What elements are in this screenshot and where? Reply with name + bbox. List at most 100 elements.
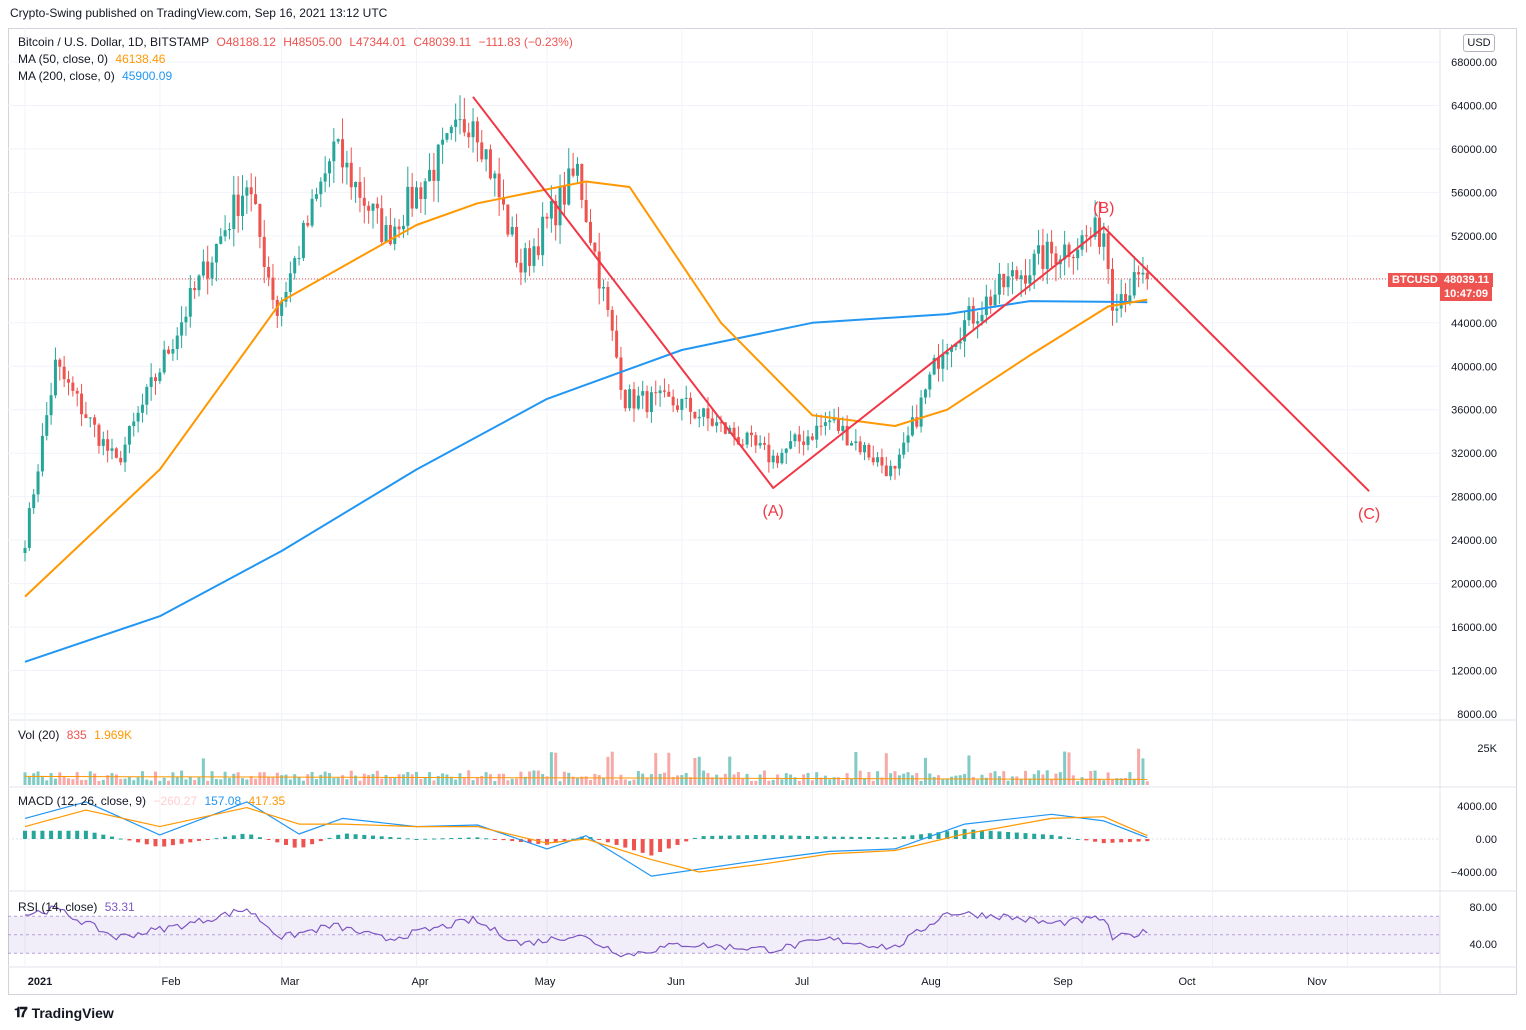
volume-bar bbox=[606, 756, 610, 785]
candle-body bbox=[836, 418, 840, 431]
price-tick-label: 32000.00 bbox=[1451, 448, 1497, 460]
candle-body bbox=[332, 141, 336, 162]
volume-legend[interactable]: Vol (20) 835 1.969K bbox=[18, 728, 136, 742]
candle-body bbox=[528, 248, 532, 266]
volume-bar bbox=[836, 777, 840, 785]
candle-body bbox=[258, 203, 262, 237]
macd-label: MACD (12, 26, close, 9) bbox=[18, 794, 147, 808]
macd-histogram-bar bbox=[301, 839, 306, 848]
candle-body bbox=[67, 379, 70, 383]
wave-label-c: (C) bbox=[1358, 506, 1380, 523]
candle-body bbox=[380, 208, 384, 242]
volume-bar bbox=[319, 774, 323, 785]
candle-body bbox=[341, 139, 345, 168]
volume-bar bbox=[850, 778, 853, 785]
macd-histogram-bar bbox=[1032, 833, 1037, 839]
candle-body bbox=[723, 422, 727, 434]
macd-histogram-bar bbox=[414, 839, 419, 840]
volume-bar bbox=[415, 771, 418, 785]
volume-bar bbox=[567, 772, 571, 785]
candle-body bbox=[241, 195, 244, 216]
candle-body bbox=[101, 439, 105, 446]
ma200-legend[interactable]: MA (200, close, 0) 45900.09 bbox=[18, 69, 176, 83]
candle-body bbox=[284, 292, 288, 302]
volume-bar bbox=[980, 774, 984, 785]
candle-body bbox=[745, 432, 749, 445]
candle-body bbox=[158, 372, 162, 382]
macd-histogram-bar bbox=[919, 834, 924, 839]
volume-bar bbox=[154, 771, 157, 785]
volume-bar bbox=[667, 752, 671, 785]
candle-body bbox=[106, 439, 110, 451]
ma50-line bbox=[24, 180, 1148, 598]
candle-body bbox=[1002, 273, 1006, 288]
volume-bar bbox=[871, 780, 875, 785]
volume-bar bbox=[267, 776, 271, 785]
candle-body bbox=[784, 448, 788, 453]
macd-histogram-bar bbox=[762, 834, 767, 839]
candle-body bbox=[227, 229, 231, 231]
macd-histogram-bar bbox=[719, 835, 723, 839]
macd-histogram-bar bbox=[257, 837, 262, 839]
candle-body bbox=[880, 457, 884, 466]
volume-bar bbox=[1119, 778, 1123, 785]
rsi-tick-label: 80.00 bbox=[1469, 902, 1497, 914]
footer-brand[interactable]: 𝟏𝟕 TradingView bbox=[14, 1004, 114, 1021]
volume-bar bbox=[123, 778, 127, 785]
price-tick-label: 40000.00 bbox=[1451, 361, 1497, 373]
macd-histogram-bar bbox=[797, 835, 802, 839]
volume-bar bbox=[80, 779, 84, 785]
candle-body bbox=[754, 435, 758, 446]
candle-body bbox=[989, 296, 993, 306]
candle-body bbox=[841, 425, 845, 431]
macd-histogram-bar bbox=[605, 839, 610, 843]
time-axis-label: Jul bbox=[795, 976, 809, 988]
candle-body bbox=[963, 320, 967, 342]
candle-body bbox=[636, 395, 640, 409]
macd-histogram-bar bbox=[379, 836, 384, 839]
candle-body bbox=[49, 395, 53, 416]
volume-bar bbox=[358, 780, 362, 785]
currency-button[interactable]: USD bbox=[1463, 34, 1495, 52]
volume-bar bbox=[393, 778, 397, 785]
candle-body bbox=[984, 296, 988, 315]
candle-body bbox=[732, 427, 736, 438]
volume-bar bbox=[706, 773, 710, 785]
vol-value: 835 bbox=[66, 728, 87, 742]
volume-bar bbox=[1137, 748, 1141, 785]
candle-body bbox=[662, 390, 666, 392]
macd-histogram-bar bbox=[545, 839, 549, 845]
volume-bar bbox=[1089, 771, 1093, 785]
ohlc-open: O48188.12 bbox=[216, 35, 276, 49]
volume-bar bbox=[689, 777, 693, 785]
ma50-legend[interactable]: MA (50, close, 0) 46138.46 bbox=[18, 52, 169, 66]
candle-body bbox=[832, 418, 836, 421]
candle-body bbox=[310, 198, 314, 226]
candle-body bbox=[780, 452, 784, 464]
macd-histogram-bar bbox=[727, 835, 732, 839]
volume-bar bbox=[488, 774, 492, 785]
volume-bar bbox=[1058, 772, 1062, 785]
macd-histogram-bar bbox=[640, 839, 645, 853]
candle-body bbox=[232, 194, 236, 230]
volume-bar bbox=[375, 770, 379, 785]
candle-body bbox=[336, 139, 340, 142]
macd-legend[interactable]: MACD (12, 26, close, 9) −260.27 157.08 4… bbox=[18, 794, 289, 808]
volume-bar bbox=[362, 773, 366, 785]
macd-signal-value: 417.35 bbox=[248, 794, 286, 808]
candle-body bbox=[654, 392, 658, 394]
candle-body bbox=[245, 187, 249, 196]
rsi-legend[interactable]: RSI (14, close) 53.31 bbox=[18, 900, 139, 914]
symbol-title[interactable]: Bitcoin / U.S. Dollar, 1D, BITSTAMP bbox=[18, 35, 210, 49]
volume-bar bbox=[214, 778, 218, 785]
volume-bar bbox=[254, 778, 258, 785]
candle-body bbox=[906, 435, 910, 443]
candle-body bbox=[893, 465, 897, 469]
volume-bar bbox=[884, 753, 888, 785]
candle-body bbox=[1019, 275, 1023, 279]
candle-body bbox=[845, 425, 849, 446]
candle-body bbox=[1071, 256, 1075, 259]
candle-body bbox=[214, 243, 218, 263]
macd-histogram-bar bbox=[753, 835, 758, 839]
